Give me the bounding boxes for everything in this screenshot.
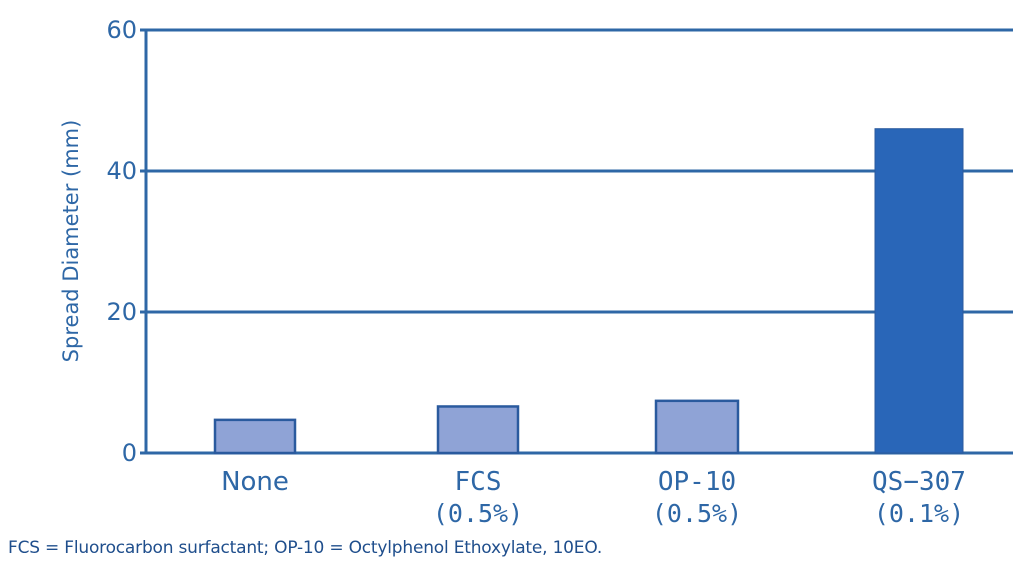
x-category-sublabel: (0.1%) — [874, 499, 964, 528]
footnote: FCS = Fluorocarbon surfactant; OP-10 = O… — [8, 538, 603, 558]
bar-none — [213, 418, 297, 455]
x-category-label: QS−307 — [872, 467, 966, 497]
x-category-label: FCS — [455, 467, 502, 497]
y-tick-label: 0 — [122, 439, 137, 467]
y-axis-label: Spread Diameter (mm) — [59, 120, 83, 363]
x-category-label: OP-10 — [658, 467, 736, 497]
bar-qs-307 — [874, 128, 964, 454]
x-category-label: None — [221, 467, 289, 497]
y-tick-label: 60 — [106, 16, 137, 44]
y-tick-label: 20 — [106, 298, 137, 326]
x-axis-labels: None FCS(0.5%)OP-10(0.5%)QS−307(0.1%) — [221, 467, 966, 528]
bars — [213, 128, 964, 455]
y-tick-label: 40 — [106, 157, 137, 185]
bar-fcs — [436, 405, 520, 455]
x-category-sublabel: (0.5%) — [433, 499, 523, 528]
y-axis-ticks: 0 20 40 60 — [106, 16, 137, 467]
gridlines — [140, 28, 1013, 314]
x-category-sublabel: (0.5%) — [652, 499, 742, 528]
bar-op-10 — [654, 399, 740, 455]
